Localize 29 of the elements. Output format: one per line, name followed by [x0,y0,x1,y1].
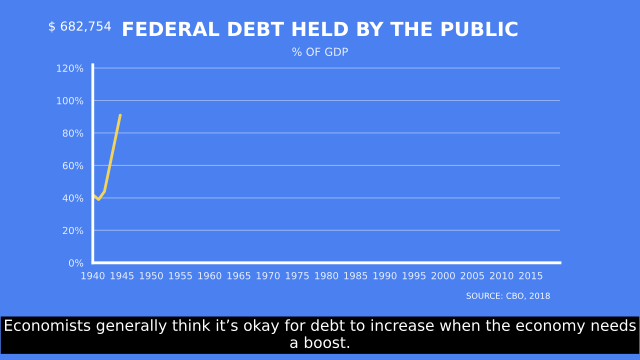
x-tick-label: 1990 [373,272,397,280]
x-tick-label: 1955 [169,272,192,280]
y-tick-label: 40% [62,194,84,202]
x-tick-label: 1985 [344,272,368,280]
x-tick-label: 1970 [256,272,280,280]
chart-subtitle: % OF GDP [292,48,348,56]
x-tick-label: 2000 [432,272,455,280]
x-tick-label: 1975 [286,272,309,280]
x-tick-label: 2010 [490,272,514,280]
x-tick-label: 1960 [198,272,222,280]
x-tick-label: 1995 [402,272,426,280]
x-tick-label: 1965 [227,272,250,280]
y-tick-label: 0% [68,259,84,267]
y-tick-label: 80% [62,129,84,137]
x-tick-label: 1980 [315,272,338,280]
x-tick-label: 1940 [81,272,105,280]
text: $ 682,754 [49,21,111,32]
x-tick-label: 1950 [140,272,163,280]
y-tick-label: 120% [57,64,84,72]
source-note: SOURCE: CBO, 2018 [466,292,550,300]
y-tick-label: 20% [62,226,84,234]
text: Economists generally think it’s okay for debt to increase when the economy needs a boost. [4,319,636,348]
x-tick-label: 2015 [519,272,542,280]
chart-title: FEDERAL DEBT HELD BY THE PUBLIC [123,22,518,36]
x-tick-label: 2005 [460,272,484,280]
y-tick-label: 100% [57,96,84,104]
x-tick-label: 1945 [110,272,134,280]
y-tick-label: 60% [62,162,84,170]
line-series [92,114,122,201]
